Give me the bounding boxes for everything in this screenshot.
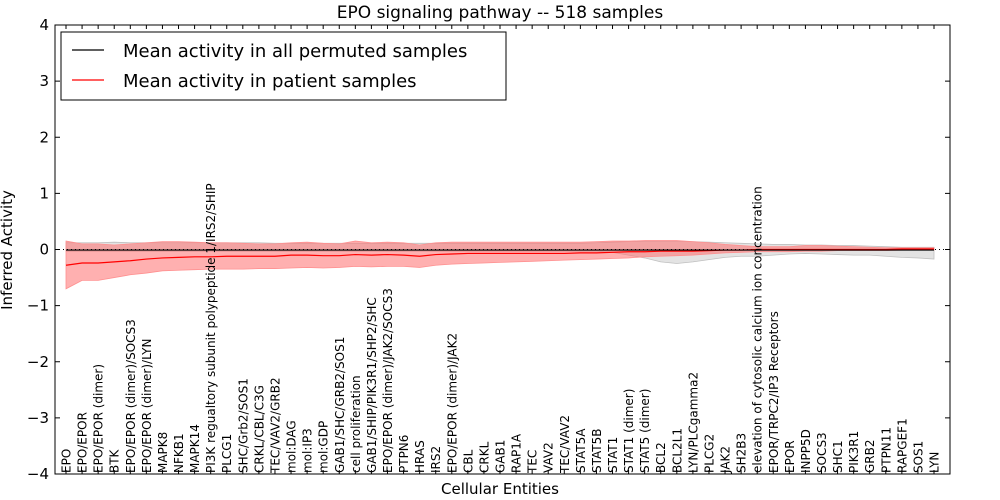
legend-label-patient: Mean activity in patient samples — [123, 71, 417, 92]
x-axis-label: Cellular Entities — [441, 480, 559, 498]
x-tick-label: HRAS — [413, 440, 427, 473]
x-tick-label: PI3K regualtory subunit polypeptide 1/IR… — [204, 183, 218, 473]
x-tick-label: cell proliferation — [349, 375, 363, 473]
x-tick-label: VAV2 — [542, 442, 556, 473]
x-tick-label: STAT5 (dimer) — [638, 389, 652, 473]
x-tick-label: EPO/EPOR (dimer)/JAK2/SOCS3 — [381, 288, 395, 473]
x-tick-label: TEC/VAV2/GRB2 — [268, 377, 282, 474]
x-tick-label: EPOR/TRPC2/IP3 Receptors — [767, 311, 781, 473]
x-tick-label: PLCG1 — [220, 434, 234, 473]
y-tick-label: −2 — [27, 353, 49, 371]
x-tick-label: TEC/VAV2 — [558, 415, 572, 474]
x-tick-label: CBL — [461, 449, 475, 473]
x-tick-label: SH2B3 — [735, 433, 749, 473]
x-tick-label: GRB2 — [863, 439, 877, 473]
x-tick-label: BTK — [108, 448, 122, 473]
x-tick-label: LYN/PLCgamma2 — [686, 372, 700, 473]
x-tick-label: PTPN11 — [879, 427, 893, 473]
y-tick-label: 0 — [39, 241, 49, 259]
x-tick-label: elevation of cytosolic calcium ion conce… — [751, 186, 765, 473]
x-tick-label: MAPK8 — [156, 432, 170, 473]
y-tick-label: −1 — [27, 297, 49, 315]
x-tick-label: EPO/EPOR (dimer) — [92, 364, 106, 473]
x-tick-label: BCL2L1 — [670, 428, 684, 473]
x-tick-label: EPO/EPOR (dimer)/SOCS3 — [124, 319, 138, 473]
x-tick-label: CRKL/CBL/C3G — [252, 385, 266, 473]
x-tick-label: PTPN6 — [397, 435, 411, 473]
x-tick-label: STAT5A — [574, 428, 588, 473]
y-tick-label: 2 — [39, 128, 49, 146]
x-tick-label: PIK3R1 — [847, 431, 861, 473]
x-tick-label: EPO/EPOR — [76, 412, 90, 473]
legend: Mean activity in all permuted samples Me… — [60, 31, 507, 101]
x-tick-label: mol:GDP — [317, 421, 331, 473]
y-tick-label: 4 — [39, 16, 49, 34]
x-tick-label: CRKL — [477, 441, 491, 473]
x-tick-label: mol:DAG — [285, 420, 299, 473]
x-tick-label: STAT1 (dimer) — [622, 389, 636, 473]
x-tick-label: SHC/Grb2/SOS1 — [236, 378, 250, 473]
x-tick-label: JAK2 — [719, 446, 733, 474]
x-tick-label: GAB1 — [494, 440, 508, 473]
x-tick-label: LYN — [928, 452, 942, 473]
x-tick-label: PLCG2 — [702, 434, 716, 473]
x-tick-label: RAP1A — [510, 433, 524, 473]
y-tick-label: −4 — [27, 465, 49, 483]
x-tick-label: MAPK14 — [188, 424, 202, 473]
chart-title: EPO signaling pathway -- 518 samples — [337, 3, 664, 23]
x-tick-label: SOS1 — [911, 441, 925, 473]
y-axis-label: Inferred Activity — [0, 190, 16, 310]
x-tick-label: mol:IP3 — [301, 428, 315, 473]
x-tick-label: STAT5B — [590, 429, 604, 474]
x-tick-label: GAB1/SHC/GRB2/SOS1 — [333, 337, 347, 473]
x-tick-label: EPO/EPOR (dimer)/JAK2 — [445, 333, 459, 473]
x-tick-label: EPOR — [783, 440, 797, 473]
x-tick-label: RAPGEF1 — [895, 418, 909, 473]
x-tick-label: BCL2 — [654, 442, 668, 473]
x-tick-label: IRS2 — [429, 446, 443, 473]
x-tick-label: STAT1 — [606, 437, 620, 473]
y-tick-label: 1 — [39, 184, 49, 202]
x-tick-label: SHC1 — [831, 440, 845, 473]
x-tick-label: GAB1/SHIP/PIK3R1/SHP2/SHC — [365, 297, 379, 473]
x-tick-label: INPP5D — [799, 429, 813, 473]
x-tick-label: EPO — [60, 449, 74, 473]
legend-box — [60, 31, 507, 101]
legend-label-permuted: Mean activity in all permuted samples — [123, 41, 467, 62]
y-tick-label: 3 — [39, 72, 49, 90]
x-tick-label: NFKB1 — [172, 433, 186, 473]
x-tick-label: TEC — [526, 450, 540, 474]
x-tick-label: SOCS3 — [815, 432, 829, 473]
x-tick-label: EPO/EPOR (dimer)/LYN — [140, 339, 154, 473]
y-tick-label: −3 — [27, 409, 49, 427]
